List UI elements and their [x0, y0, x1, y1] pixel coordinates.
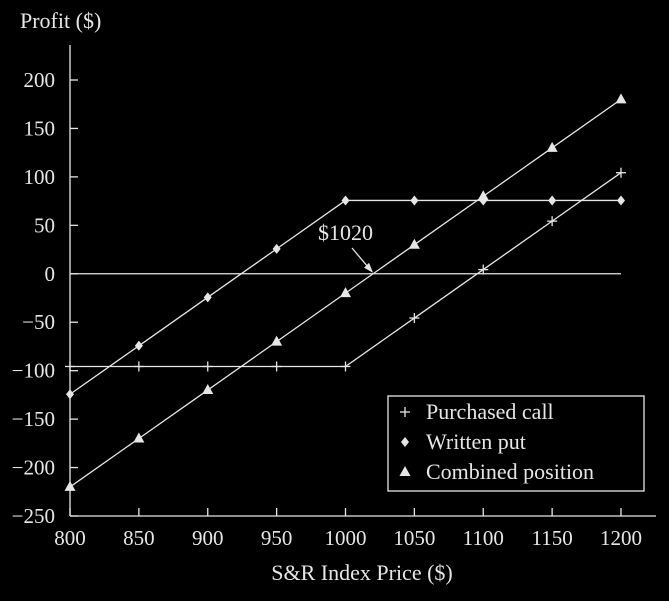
- y-axis-label: Profit ($): [20, 8, 101, 33]
- x-tick-label: 1100: [463, 526, 504, 550]
- x-tick-label: 950: [261, 526, 293, 550]
- triangle-marker: [408, 238, 420, 249]
- triangle-marker: [399, 466, 411, 476]
- diamond-marker: [134, 340, 143, 351]
- x-tick-label: 800: [54, 526, 86, 550]
- legend-label: Written put: [426, 429, 526, 454]
- triangle-marker: [271, 335, 283, 346]
- diamond-marker: [548, 195, 557, 206]
- x-tick-label: 850: [123, 526, 155, 550]
- triangle-marker: [64, 480, 76, 491]
- y-tick-label: 0: [45, 262, 56, 286]
- y-tick-label: −100: [12, 359, 55, 383]
- plus-marker: [133, 361, 144, 372]
- series-triangle: [64, 93, 627, 491]
- legend-box: [387, 395, 645, 492]
- diamond-marker: [272, 243, 281, 254]
- y-tick-label: −50: [22, 310, 55, 334]
- y-tick-label: 150: [24, 116, 56, 140]
- plus-marker: [65, 361, 75, 372]
- triangle-marker: [546, 141, 558, 152]
- series-layer: [64, 93, 627, 491]
- diamond-marker: [410, 195, 419, 206]
- plus-marker: [547, 216, 558, 227]
- plus-marker: [340, 361, 351, 372]
- diamond-marker: [401, 437, 409, 447]
- series-diamond: [66, 195, 625, 400]
- x-tick-label: 1000: [325, 526, 367, 550]
- plus-marker: [616, 167, 626, 178]
- y-tick-label: −200: [12, 456, 55, 480]
- y-tick-label: 50: [34, 213, 55, 237]
- annotation: $1020: [318, 220, 374, 273]
- triangle-marker: [133, 432, 145, 443]
- plus-marker: [400, 407, 410, 417]
- x-tick-label: 1200: [600, 526, 642, 550]
- diamond-marker: [617, 195, 625, 206]
- y-tick-label: −250: [12, 504, 55, 528]
- annotation-label: $1020: [318, 220, 373, 245]
- diamond-marker: [341, 195, 350, 206]
- plus-marker: [409, 313, 420, 324]
- x-tick-label: 1150: [532, 526, 573, 550]
- x-tick-label: 900: [192, 526, 224, 550]
- series-plus: [65, 167, 626, 372]
- legend-label: Combined position: [426, 459, 594, 484]
- y-tick-label: 100: [24, 165, 56, 189]
- plus-marker: [478, 264, 489, 275]
- triangle-marker: [202, 384, 214, 395]
- y-tick-label: −150: [12, 407, 55, 431]
- x-tick-label: 1050: [393, 526, 435, 550]
- x-axis-label: S&R Index Price ($): [271, 560, 452, 585]
- legend: Purchased call Written put Combined positi…: [387, 395, 645, 492]
- triangle-marker: [477, 190, 489, 201]
- y-tick-label: 200: [24, 68, 56, 92]
- plus-marker: [271, 361, 282, 372]
- annotation-arrowhead: [364, 262, 374, 273]
- plus-marker: [202, 361, 213, 372]
- triangle-marker: [615, 93, 627, 104]
- legend-label: Purchased call: [426, 399, 554, 424]
- diamond-marker: [66, 389, 74, 400]
- diamond-marker: [203, 292, 212, 303]
- triangle-marker: [340, 287, 351, 298]
